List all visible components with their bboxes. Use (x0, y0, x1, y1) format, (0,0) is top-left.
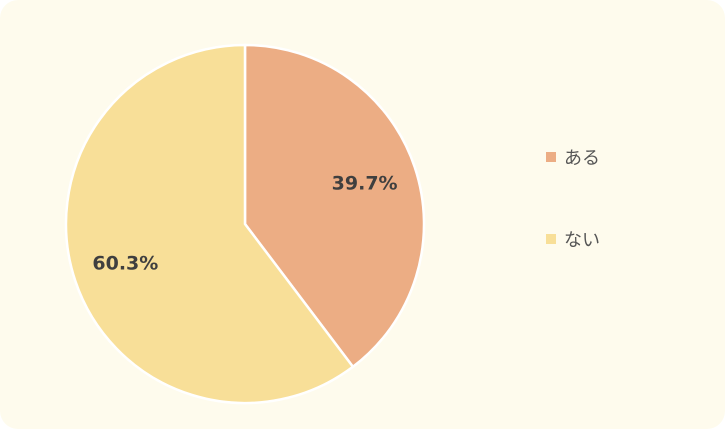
pie-slice-1[interactable] (64, 43, 355, 405)
pie-data-label-1: 60.3% (92, 253, 158, 275)
legend-label-aru: ある (564, 148, 600, 169)
legend-item-aru[interactable]: ある (546, 142, 600, 172)
legend-swatch-aru (546, 152, 556, 162)
chart-legend: ある ない (546, 142, 600, 306)
pie-data-label-0: 39.7% (332, 172, 398, 194)
pie-slice-0[interactable] (243, 43, 426, 369)
legend-swatch-nai (546, 234, 556, 244)
legend-label-nai: ない (564, 230, 600, 251)
legend-item-nai[interactable]: ない (546, 224, 600, 254)
